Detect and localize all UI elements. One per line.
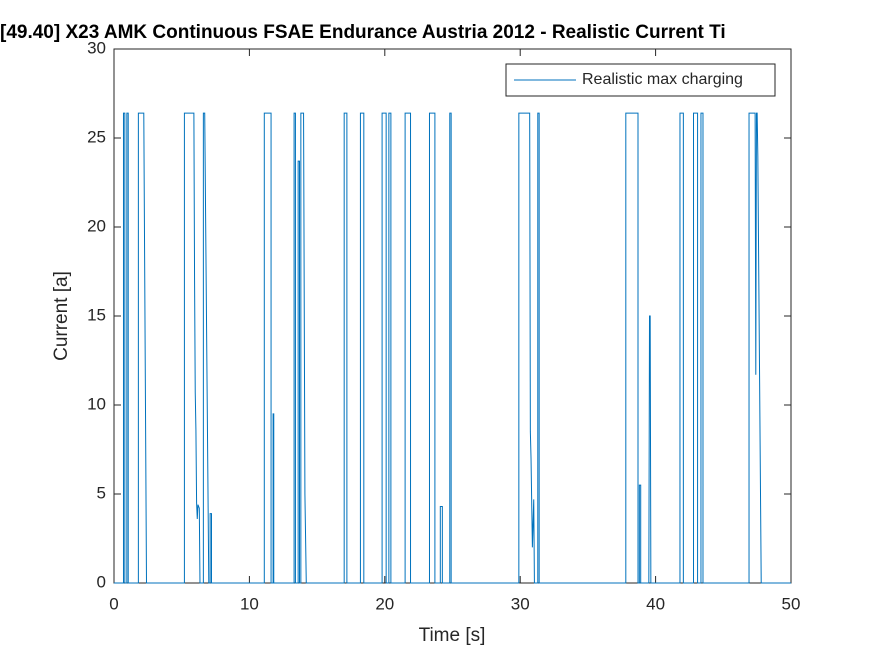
data-line xyxy=(114,112,791,584)
y-tick-label: 5 xyxy=(97,483,106,502)
y-axis-label: Current [a] xyxy=(51,271,72,361)
y-tick-label: 15 xyxy=(87,305,106,324)
y-tick-label: 25 xyxy=(87,127,106,146)
x-tick-label: 40 xyxy=(646,594,665,613)
x-tick-label: 50 xyxy=(782,594,801,613)
y-tick-label: 10 xyxy=(87,394,106,413)
y-tick-label: 20 xyxy=(87,216,106,235)
x-tick-label: 20 xyxy=(375,594,394,613)
y-tick-label: 30 xyxy=(87,38,106,57)
x-tick-label: 30 xyxy=(511,594,530,613)
y-tick-label: 0 xyxy=(97,572,106,591)
x-tick-label: 10 xyxy=(240,594,259,613)
chart-title: [49.40] X23 AMK Continuous FSAE Enduranc… xyxy=(0,22,726,43)
x-tick-label: 0 xyxy=(109,594,118,613)
x-axis-label: Time [s] xyxy=(419,625,486,646)
legend-label: Realistic max charging xyxy=(582,71,743,88)
plot-area xyxy=(113,48,792,584)
